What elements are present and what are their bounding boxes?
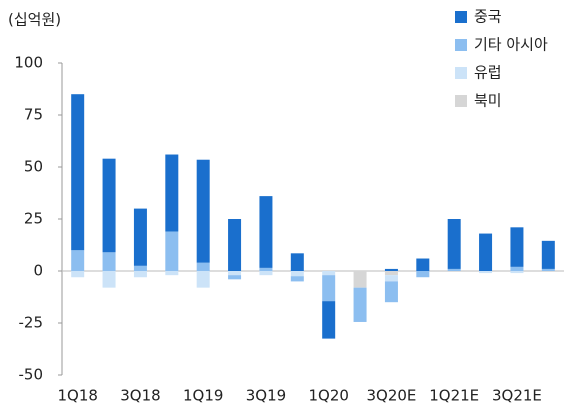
bar-segment bbox=[447, 268, 461, 271]
y-axis-label: (십억원) bbox=[8, 11, 61, 29]
legend-swatch bbox=[455, 39, 467, 51]
bar-segment bbox=[322, 271, 336, 276]
x-tick-label: 1Q20 bbox=[308, 387, 348, 405]
bar-segment bbox=[353, 271, 367, 288]
legend-label: 중국 bbox=[474, 8, 502, 26]
y-tick-label: 100 bbox=[14, 54, 43, 72]
x-tick-label: 1Q18 bbox=[57, 387, 97, 405]
bar-segment bbox=[71, 94, 85, 251]
bar-segment bbox=[228, 275, 242, 280]
bar-segment bbox=[290, 253, 304, 271]
bar-segment bbox=[447, 219, 461, 269]
bar-segment bbox=[479, 233, 493, 271]
bar-segment bbox=[416, 271, 430, 278]
bar-segment bbox=[259, 196, 273, 268]
bar-segment bbox=[384, 275, 398, 282]
y-tick-label: 50 bbox=[24, 158, 43, 176]
bar-segment bbox=[322, 275, 336, 302]
bar-segment bbox=[196, 159, 210, 263]
x-tick-label: 1Q19 bbox=[183, 387, 223, 405]
bar-segment bbox=[322, 301, 336, 339]
bar-segment bbox=[71, 250, 85, 271]
y-tick-label: -25 bbox=[19, 314, 44, 332]
bar-segment bbox=[290, 276, 304, 282]
bar-segment bbox=[510, 227, 524, 267]
bar-segment bbox=[259, 267, 273, 271]
bar-segment bbox=[384, 271, 398, 276]
y-tick-label: 75 bbox=[24, 106, 43, 124]
bar-segment bbox=[102, 252, 116, 271]
bar-segment bbox=[510, 266, 524, 271]
bar-segment bbox=[196, 271, 210, 288]
bar-segment bbox=[165, 271, 179, 276]
bar-segment bbox=[165, 154, 179, 232]
x-tick-label: 3Q19 bbox=[246, 387, 286, 405]
bar-segment bbox=[228, 219, 242, 271]
legend-label: 기타 아시아 bbox=[474, 36, 548, 54]
bar-segment bbox=[102, 158, 116, 253]
x-tick-label: 3Q21E bbox=[492, 387, 542, 405]
bar-segment bbox=[259, 271, 273, 276]
bar-segment bbox=[510, 271, 524, 274]
bar-segment bbox=[479, 271, 493, 274]
bar-segment bbox=[541, 240, 555, 269]
bar-segment bbox=[133, 271, 147, 278]
bar-segment bbox=[541, 268, 555, 271]
bar-segment bbox=[71, 271, 85, 278]
y-tick-label: -50 bbox=[19, 366, 44, 384]
y-tick-label: 0 bbox=[33, 262, 43, 280]
bar-segment bbox=[384, 281, 398, 303]
legend-label: 북미 bbox=[474, 92, 502, 110]
x-tick-label: 3Q20E bbox=[366, 387, 416, 405]
bar-segment bbox=[102, 271, 116, 288]
bar-segment bbox=[290, 271, 304, 277]
bar-segment bbox=[196, 262, 210, 271]
bar-segment bbox=[133, 265, 147, 271]
y-tick-label: 25 bbox=[24, 210, 43, 228]
x-tick-label: 3Q18 bbox=[120, 387, 160, 405]
legend-label: 유럽 bbox=[474, 64, 502, 82]
bar-segment bbox=[165, 231, 179, 271]
bar-segment bbox=[384, 268, 398, 271]
legend-swatch bbox=[455, 11, 467, 23]
bar-segment bbox=[228, 271, 242, 276]
legend-swatch bbox=[455, 67, 467, 79]
bar-segment bbox=[133, 208, 147, 266]
legend-swatch bbox=[455, 95, 467, 107]
bar-segment bbox=[353, 287, 367, 322]
bar-segment bbox=[416, 258, 430, 271]
x-tick-label: 1Q21E bbox=[429, 387, 479, 405]
